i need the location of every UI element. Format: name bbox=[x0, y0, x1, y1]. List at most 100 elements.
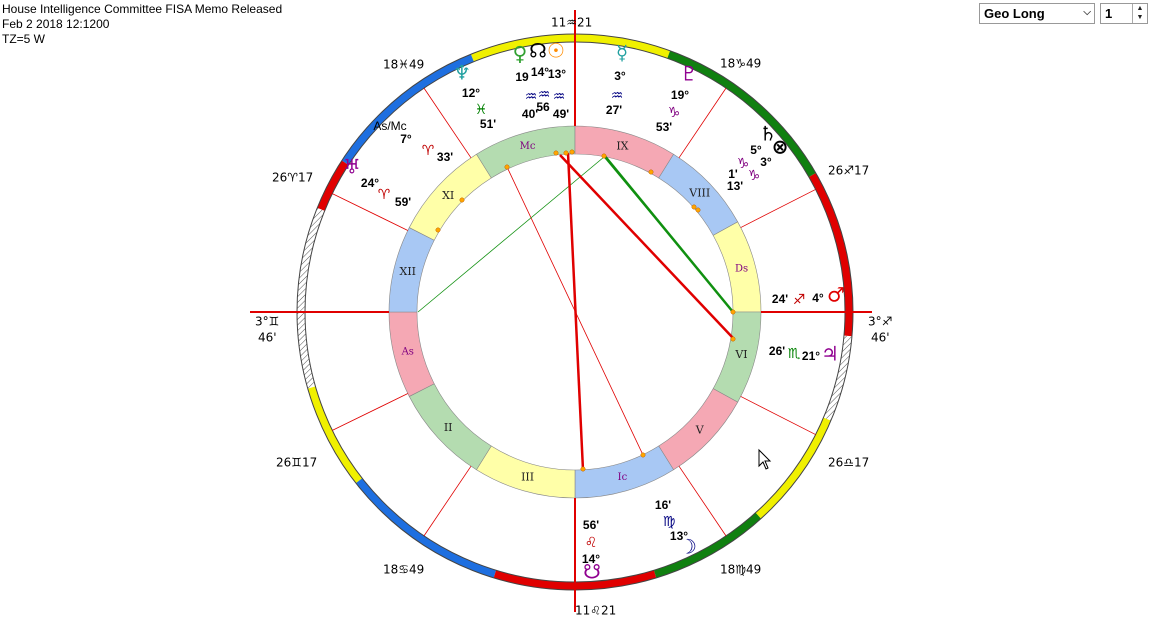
planet-degree: 13° bbox=[670, 529, 688, 543]
chart-title: House Intelligence Committee FISA Memo R… bbox=[2, 2, 283, 16]
cusp-minutes: 46' bbox=[871, 331, 890, 345]
planet-glyph: ⊗ bbox=[772, 135, 789, 159]
planet-glyph: ♆ bbox=[453, 61, 471, 85]
planet-minutes: 53' bbox=[656, 120, 672, 134]
cusp-label: 18♑49 bbox=[720, 57, 761, 71]
house-label: XII bbox=[399, 265, 416, 278]
planet-minutes: 33' bbox=[437, 150, 453, 164]
cusp-line bbox=[678, 465, 727, 537]
mode-select[interactable]: Geo Long ⌵ bbox=[979, 3, 1095, 24]
cusp-label: 18♓49 bbox=[383, 58, 424, 72]
house-segment bbox=[574, 125, 674, 179]
planet-glyph: ♀ bbox=[513, 42, 528, 66]
house-label: VIII bbox=[688, 187, 710, 200]
house-segment bbox=[476, 445, 576, 499]
zodiac-band bbox=[493, 570, 657, 590]
cusp-label: 26♈17 bbox=[272, 171, 313, 185]
cusp-label: 26♎17 bbox=[828, 456, 869, 470]
planet-sign: ♈ bbox=[422, 143, 435, 159]
planet-degree: 5° bbox=[750, 143, 762, 157]
step-spinner[interactable]: 1 ▲ ▼ bbox=[1100, 3, 1148, 24]
planet-minutes: 1' bbox=[728, 167, 738, 181]
cusp-line bbox=[678, 87, 727, 159]
planet-degree: 4° bbox=[812, 291, 824, 305]
planet-glyph: ♃ bbox=[821, 342, 839, 366]
cusp-label: 18♋49 bbox=[383, 563, 424, 577]
planet-glyph: ☋ bbox=[583, 560, 601, 584]
zodiac-band bbox=[296, 207, 325, 389]
house-label: IX bbox=[616, 140, 628, 153]
planet-glyph: ♄ bbox=[759, 122, 777, 146]
planet-dot bbox=[730, 336, 736, 342]
house-segment bbox=[658, 153, 739, 236]
planet-degree: 14° bbox=[582, 552, 600, 566]
planet-glyph: As/Mc bbox=[373, 119, 406, 133]
planet-dot bbox=[691, 204, 697, 210]
planet-degree: 19° bbox=[671, 88, 689, 102]
cusp-label: 11♒21 bbox=[551, 16, 592, 30]
planet-degree: 14° bbox=[531, 65, 549, 79]
planet-minutes: 56' bbox=[583, 518, 599, 532]
cusp-label: 3°♐ bbox=[868, 315, 892, 329]
planet-dot bbox=[563, 150, 569, 156]
planet-glyph: ☿ bbox=[616, 41, 628, 65]
planet-minutes: 51' bbox=[480, 117, 496, 131]
house-segment bbox=[408, 383, 492, 471]
planet-sign: ♈ bbox=[378, 187, 391, 203]
planet-degree: 24° bbox=[361, 176, 379, 190]
planet-minutes: 27' bbox=[606, 103, 622, 117]
planet-dot bbox=[459, 197, 465, 203]
planet-minutes: 49' bbox=[553, 107, 569, 121]
planet-glyph: ☽ bbox=[679, 535, 697, 559]
planet-sign: ♒ bbox=[538, 87, 551, 103]
planet-dot bbox=[640, 452, 646, 458]
spinner-buttons[interactable]: ▲ ▼ bbox=[1132, 4, 1147, 23]
planet-sign: ♓ bbox=[475, 102, 488, 118]
planet-dot bbox=[648, 169, 654, 175]
house-segment bbox=[388, 227, 435, 313]
planet-minutes: 59' bbox=[395, 195, 411, 209]
planet-degree: 19 bbox=[515, 70, 529, 84]
mode-value: Geo Long bbox=[984, 6, 1045, 21]
chart-timezone: TZ=5 W bbox=[2, 32, 46, 46]
house-label: V bbox=[695, 423, 705, 436]
planet-glyph: ♇ bbox=[680, 62, 698, 86]
aspect-line bbox=[566, 152, 585, 471]
mouse-cursor bbox=[758, 448, 772, 470]
planet-degree: 3° bbox=[614, 69, 626, 83]
planet-minutes: 16' bbox=[655, 498, 671, 512]
house-segment bbox=[574, 445, 674, 499]
planet-dot bbox=[601, 153, 607, 159]
planet-sign: ♑ bbox=[668, 105, 681, 121]
house-segment bbox=[712, 221, 762, 313]
planet-degree: 3° bbox=[760, 155, 772, 169]
planet-sign: ♒ bbox=[525, 89, 538, 105]
cusp-line bbox=[332, 393, 408, 431]
planet-minutes: 24' bbox=[772, 292, 788, 306]
house-label: VI bbox=[734, 348, 747, 361]
cusp-line bbox=[423, 87, 472, 159]
zodiac-band bbox=[653, 512, 762, 578]
planet-glyph: ☉ bbox=[547, 39, 565, 63]
planet-sign: ♒ bbox=[553, 89, 566, 105]
zodiac-band bbox=[470, 34, 671, 62]
cusp-line bbox=[423, 465, 472, 537]
house-label: III bbox=[521, 470, 534, 483]
cusp-label: 3°♊ bbox=[255, 315, 279, 329]
planet-degree: 13° bbox=[548, 67, 566, 81]
chart-date: Feb 2 2018 12:1200 bbox=[2, 17, 110, 31]
planet-sign: ♑ bbox=[737, 156, 750, 172]
planet-dot bbox=[553, 150, 559, 156]
planet-sign: ♏ bbox=[788, 346, 801, 362]
zodiac-band bbox=[341, 54, 474, 165]
zodiac-band bbox=[307, 386, 363, 484]
planet-sign: ♍ bbox=[663, 514, 676, 530]
zodiac-band bbox=[317, 160, 349, 211]
cusp-line bbox=[740, 189, 816, 228]
house-label: II bbox=[444, 421, 453, 434]
planet-degree: 21° bbox=[802, 349, 820, 363]
planet-dot bbox=[730, 309, 736, 315]
cusp-label: 11♌21 bbox=[575, 604, 616, 618]
planet-degree: 7° bbox=[400, 132, 412, 146]
